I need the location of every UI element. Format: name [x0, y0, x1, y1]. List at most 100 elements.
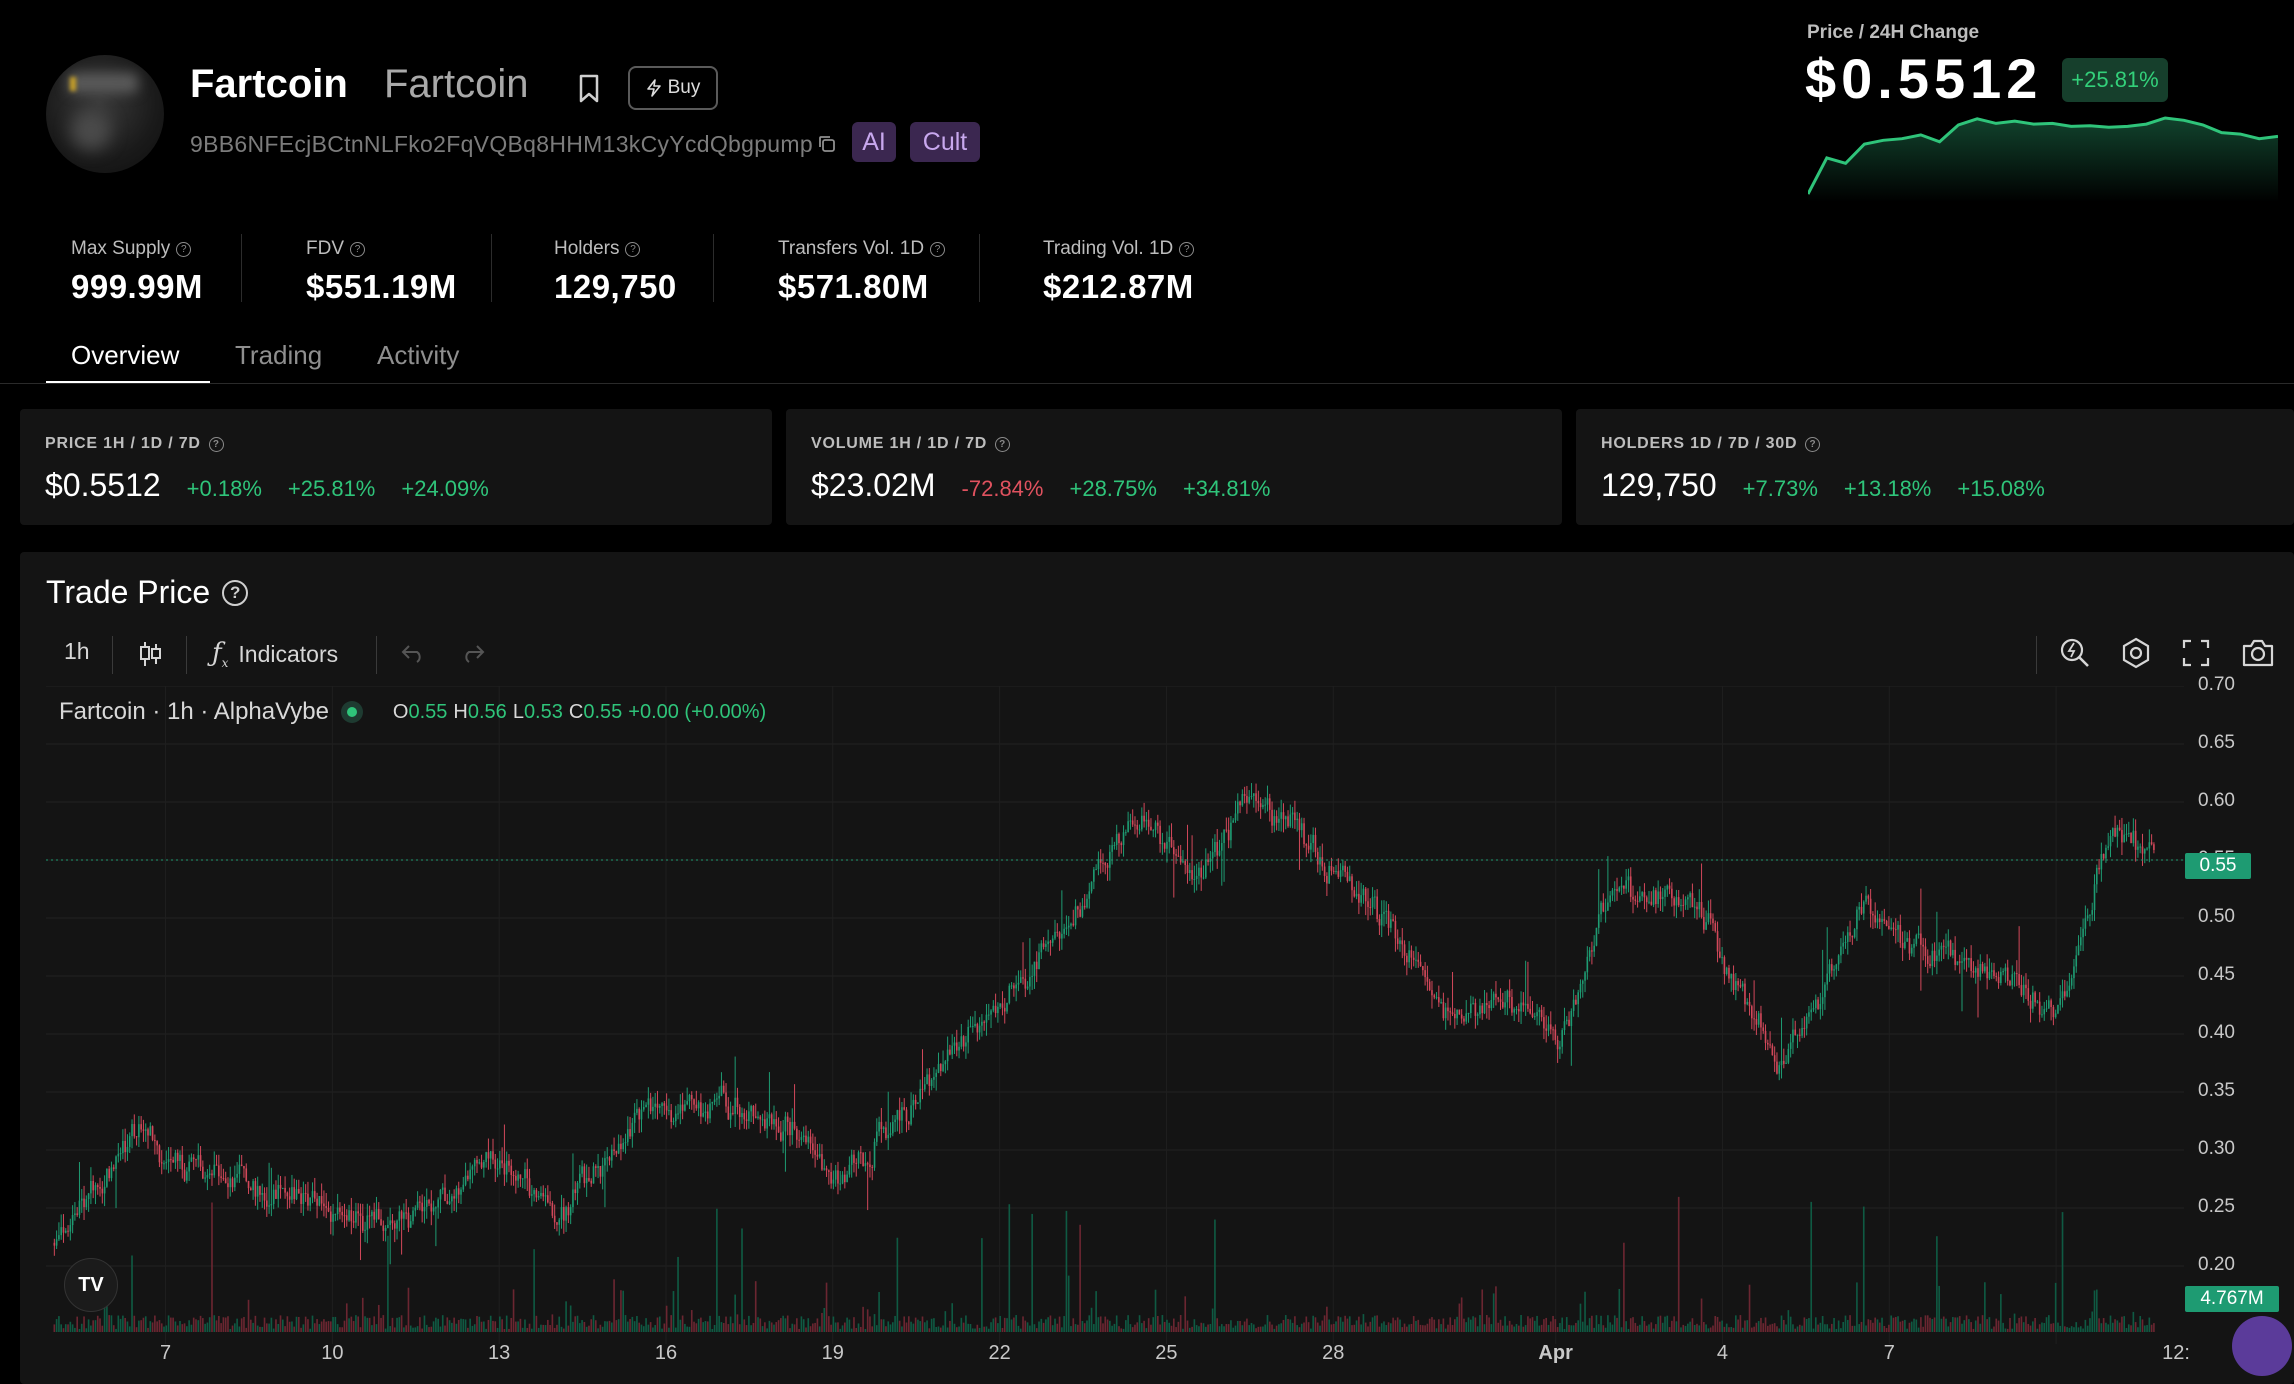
fullscreen-icon[interactable]: [2181, 638, 2211, 668]
candle-body: [382, 1225, 385, 1231]
candle-body: [533, 1190, 535, 1195]
bookmark-icon[interactable]: [574, 72, 604, 106]
candle-body: [1965, 957, 1968, 960]
candle-body: [1629, 876, 1632, 897]
volume-bar: [126, 1321, 129, 1332]
volume-bar: [499, 1316, 501, 1332]
volume-bar: [1872, 1322, 1874, 1332]
indicator-status-dot[interactable]: [340, 701, 363, 723]
camera-icon[interactable]: [2240, 636, 2276, 670]
volume-bar: [869, 1316, 871, 1332]
candle-body: [1456, 1009, 1458, 1019]
help-icon[interactable]: ?: [350, 241, 365, 257]
volume-bar: [147, 1327, 149, 1332]
volume-bar: [1913, 1318, 1915, 1332]
candle-body: [83, 1198, 85, 1208]
candle-body: [764, 1119, 766, 1129]
candle-body: [361, 1215, 364, 1231]
volume-bar: [2041, 1322, 2043, 1332]
volume-bar: [403, 1327, 405, 1332]
help-icon[interactable]: ?: [1179, 241, 1195, 257]
candle-body: [1677, 897, 1680, 906]
candle-body: [300, 1193, 302, 1204]
volume-bar: [1225, 1324, 1228, 1332]
candle-body: [1273, 816, 1276, 826]
candle-body: [1294, 812, 1296, 821]
tradingview-logo[interactable]: TV: [64, 1258, 118, 1312]
candle-body: [832, 1179, 835, 1184]
indicators-button[interactable]: ƒx Indicators: [212, 638, 338, 670]
help-icon[interactable]: ?: [1805, 436, 1821, 452]
candle-body: [1106, 865, 1109, 868]
help-icon[interactable]: ?: [625, 241, 641, 257]
candle-body: [759, 1116, 762, 1120]
tag-cult[interactable]: Cult: [910, 122, 980, 162]
candles-icon[interactable]: [138, 640, 162, 668]
volume-bar: [204, 1323, 206, 1332]
candle-body: [1458, 1009, 1461, 1015]
tab-overview[interactable]: Overview: [71, 340, 180, 370]
change-1h: +0.18%: [186, 476, 262, 501]
help-icon[interactable]: ?: [208, 436, 224, 452]
volume-bar: [1403, 1323, 1406, 1332]
volume-bar: [480, 1321, 483, 1332]
candle-body: [1780, 1060, 1783, 1066]
tab-activity[interactable]: Activity: [377, 340, 460, 370]
help-icon[interactable]: ?: [995, 436, 1011, 452]
volume-bar: [1342, 1321, 1344, 1332]
volume-bar: [195, 1319, 197, 1332]
candle-body: [115, 1156, 117, 1169]
buy-button[interactable]: Buy: [628, 66, 718, 110]
volume-bar: [923, 1322, 926, 1332]
volume-bar: [92, 1320, 94, 1332]
help-icon[interactable]: ?: [930, 241, 946, 257]
card-title: PRICE 1H / 1D / 7D: [45, 435, 201, 452]
volume-bar: [1118, 1326, 1120, 1332]
candle-body: [581, 1166, 583, 1174]
candle-body: [2114, 828, 2116, 837]
chat-support-button[interactable]: [2232, 1316, 2292, 1376]
volume-bar: [1789, 1316, 1792, 1332]
undo-icon[interactable]: [400, 642, 426, 664]
help-icon[interactable]: ?: [222, 579, 249, 606]
candlestick-chart[interactable]: [46, 686, 2266, 1344]
volume-bar: [78, 1328, 81, 1332]
candle-body: [1216, 841, 1219, 856]
candle-body: [681, 1104, 684, 1111]
copy-icon[interactable]: [816, 133, 838, 155]
volume-bar: [1122, 1328, 1125, 1332]
volume-bar: [704, 1321, 707, 1332]
candle-body: [80, 1198, 83, 1201]
candle-body: [508, 1160, 510, 1166]
volume-bar: [505, 1315, 508, 1332]
help-icon[interactable]: ?: [176, 241, 192, 257]
candle-body: [981, 1021, 983, 1026]
candle-body: [252, 1181, 254, 1191]
volume-bar: [1648, 1324, 1650, 1332]
tag-ai[interactable]: AI: [852, 122, 896, 162]
candle-body: [944, 1061, 947, 1065]
candle-body: [1479, 1005, 1481, 1015]
zoom-quick-icon[interactable]: [2058, 636, 2092, 670]
candle-body: [2061, 991, 2064, 999]
redo-icon[interactable]: [460, 642, 486, 664]
candle-body: [1988, 971, 1991, 979]
candle-body: [1209, 858, 1212, 862]
candle-body: [140, 1124, 142, 1130]
candle-body: [1979, 963, 1982, 977]
volume-bar: [1440, 1324, 1442, 1332]
volume-bar: [1780, 1315, 1783, 1332]
volume-bar: [588, 1325, 590, 1332]
tab-trading[interactable]: Trading: [235, 340, 323, 370]
price-sparkline: [1808, 116, 2278, 202]
settings-icon[interactable]: [2119, 636, 2153, 670]
volume-bar: [1479, 1315, 1481, 1332]
candle-body: [652, 1106, 654, 1112]
interval-selector[interactable]: 1h: [64, 638, 90, 664]
volume-bar: [1268, 1321, 1271, 1332]
candle-body: [1830, 964, 1833, 971]
volume-bar: [140, 1320, 142, 1332]
volume-bar: [1922, 1326, 1924, 1332]
candle-body: [805, 1135, 807, 1143]
volume-bar: [2061, 1212, 2064, 1332]
